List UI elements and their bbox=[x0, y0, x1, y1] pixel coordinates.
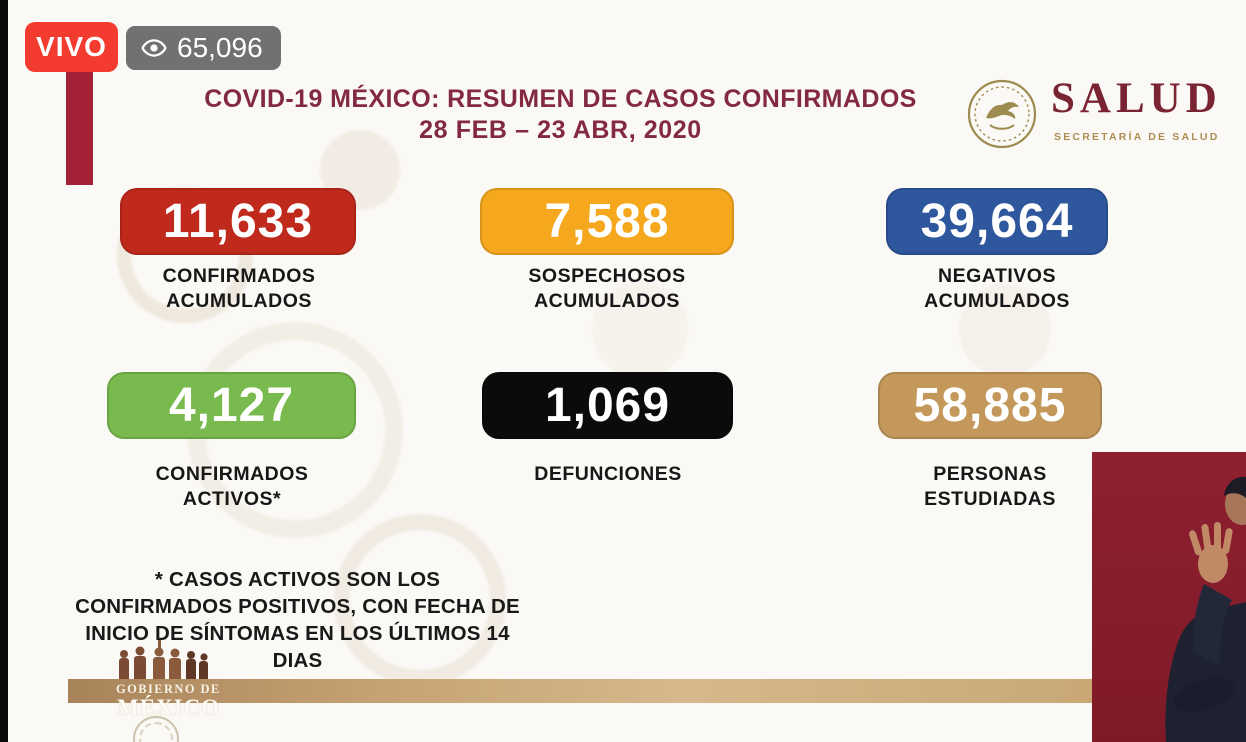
slide-title: COVID-19 MÉXICO: RESUMEN DE CASOS CONFIR… bbox=[204, 85, 917, 113]
stat-pill-confirmados-acumulados: 11,633 bbox=[120, 188, 356, 255]
stat-label-personas-estudiadas: PERSONAS ESTUDIADAS bbox=[924, 463, 1056, 510]
mexico-eagle-seal-icon bbox=[967, 79, 1037, 149]
stat-label-confirmados-activos: CONFIRMADOS ACTIVOS* bbox=[155, 463, 309, 510]
salud-wordmark: SALUD bbox=[1051, 75, 1222, 122]
viewer-count-badge: 65,096 bbox=[126, 26, 281, 70]
stat-pill-negativos-acumulados: 39,664 bbox=[886, 188, 1108, 255]
stat-pill-personas-estudiadas: 58,885 bbox=[878, 372, 1102, 439]
left-edge-strip bbox=[0, 0, 8, 742]
stat-value: 4,127 bbox=[168, 379, 295, 432]
slide-header: COVID-19 MÉXICO: RESUMEN DE CASOS CONFIR… bbox=[173, 84, 948, 145]
stat-pill-confirmados-activos: 4,127 bbox=[107, 372, 356, 439]
gobierno-heroes-image bbox=[119, 640, 208, 682]
salud-subtitle: SECRETARÍA DE SALUD bbox=[1054, 131, 1220, 143]
mexico-label: MÉXICO bbox=[117, 695, 221, 720]
sign-language-interpreter-panel bbox=[1092, 452, 1246, 742]
stat-label-sospechosos-acumulados: SOSPECHOSOS ACUMULADOS bbox=[528, 265, 686, 312]
stat-pill-defunciones: 1,069 bbox=[482, 372, 733, 439]
live-badge-label: VIVO bbox=[36, 31, 107, 62]
accent-bar bbox=[66, 72, 93, 185]
stat-value: 58,885 bbox=[913, 379, 1067, 432]
gobierno-de-label: GOBIERNO DE bbox=[116, 682, 221, 696]
gobierno-footer-bar bbox=[68, 679, 1092, 703]
eye-icon bbox=[141, 39, 167, 57]
stat-label-defunciones: DEFUNCIONES bbox=[534, 463, 682, 485]
stat-value: 39,664 bbox=[920, 195, 1074, 248]
stat-value: 11,633 bbox=[162, 195, 314, 248]
stat-label-confirmados-acumulados: CONFIRMADOS ACUMULADOS bbox=[162, 265, 316, 312]
stat-value: 7,588 bbox=[544, 195, 670, 248]
sign-language-interpreter bbox=[1092, 452, 1246, 742]
live-badge: VIVO bbox=[25, 22, 118, 72]
active-cases-footnote: * CASOS ACTIVOS SON LOS CONFIRMADOS POSI… bbox=[75, 568, 520, 672]
viewer-count: 65,096 bbox=[177, 32, 263, 63]
salud-logo: SALUD SECRETARÍA DE SALUD bbox=[966, 74, 1238, 160]
stat-value: 1,069 bbox=[544, 379, 671, 432]
stat-pill-sospechosos-acumulados: 7,588 bbox=[480, 188, 734, 255]
stat-label-negativos-acumulados: NEGATIVOS ACUMULADOS bbox=[924, 265, 1070, 312]
slide-date-range: 28 FEB – 23 ABR, 2020 bbox=[419, 116, 702, 144]
